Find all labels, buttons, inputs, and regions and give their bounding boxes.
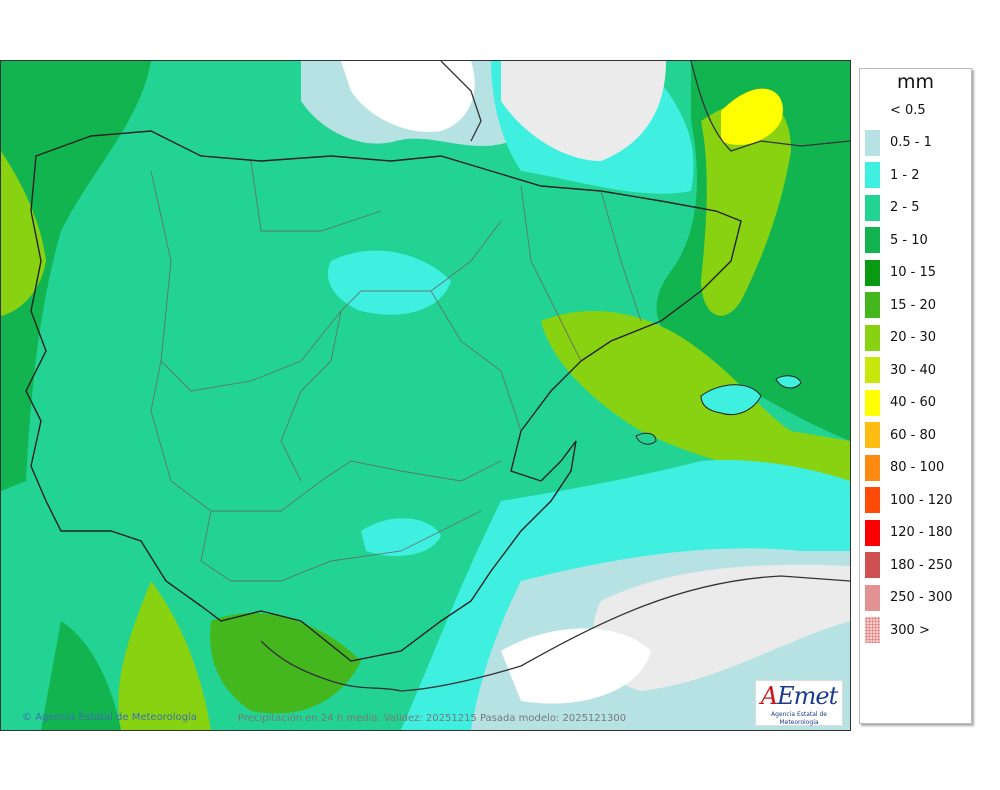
legend-label: 120 - 180 (890, 525, 953, 540)
legend-label: 300 > (890, 622, 930, 638)
legend-label: 10 - 15 (890, 265, 937, 280)
legend-swatch (865, 357, 880, 383)
legend-label: < 0.5 (890, 102, 926, 118)
legend-item: 0.5 - 1 (865, 129, 932, 156)
legend-item: 180 - 250 (865, 552, 953, 578)
legend-label: 100 - 120 (890, 492, 953, 508)
legend: mm < 0.5 0.5 - 1 1 - 2 2 - 5 5 - 10 10 - 15 15… (859, 68, 972, 724)
legend-label: 0.5 - 1 (890, 135, 932, 150)
legend-swatch (865, 487, 880, 513)
legend-swatch (865, 292, 880, 318)
galicia-heavy-band (1, 151, 46, 316)
legend-label: 2 - 5 (890, 200, 920, 215)
legend-item: 30 - 40 (865, 357, 936, 383)
legend-swatch (865, 389, 880, 416)
legend-swatch (865, 422, 880, 448)
legend-item: 10 - 15 (865, 259, 937, 286)
credit-text: Agencia Estatal de Meteorología (35, 712, 197, 723)
ibiza-island (635, 432, 657, 445)
legend-label: 40 - 60 (890, 395, 937, 410)
legend-swatch (865, 194, 880, 221)
legend-swatch (865, 519, 880, 546)
legend-item: 100 - 120 (865, 487, 953, 513)
legend-unit: mm (896, 71, 935, 93)
legend-swatch (865, 227, 880, 253)
alboran-dry-area (593, 564, 850, 691)
legend-item: 15 - 20 (865, 292, 936, 318)
agency-credit: © Agencia Estatal de Meteorología (22, 712, 197, 723)
legend-item: 5 - 10 (865, 227, 928, 253)
legend-item: 250 - 300 (865, 584, 953, 611)
legend-item: 40 - 60 (865, 389, 937, 416)
legend-label: 60 - 80 (890, 427, 937, 443)
legend-item: < 0.5 (865, 97, 926, 123)
legend-item: 300 > (865, 617, 930, 643)
legend-item: 120 - 180 (865, 519, 953, 546)
africa-coastline (260, 575, 850, 692)
legend-swatch (865, 552, 880, 578)
legend-swatch (865, 324, 880, 351)
legend-swatch (865, 162, 880, 188)
map-caption: Precipitación en 24 h media. Validez: 20… (238, 713, 627, 724)
menorca-island (775, 375, 802, 389)
legend-label: 15 - 20 (890, 297, 937, 313)
legend-label: 5 - 10 (890, 232, 928, 248)
legend-swatch (865, 454, 880, 481)
legend-label: 30 - 40 (890, 362, 937, 378)
legend-item: 20 - 30 (865, 324, 937, 351)
france-coastline (440, 61, 850, 152)
legend-label: 1 - 2 (890, 167, 920, 183)
legend-item: 1 - 2 (865, 162, 920, 188)
gulf-lion-dry-area (501, 61, 666, 161)
legend-label: 80 - 100 (890, 460, 945, 475)
legend-item: 2 - 5 (865, 194, 920, 221)
legend-swatch (865, 617, 880, 643)
legend-item: 80 - 100 (865, 454, 945, 481)
legend-label: 20 - 30 (890, 330, 937, 345)
gulf-of-lion-max (721, 88, 783, 145)
valencia-coast-band (541, 311, 850, 481)
mallorca-island (700, 384, 762, 416)
logo-mark: AEmet (760, 682, 838, 710)
southwest-band (118, 581, 211, 730)
legend-label: 250 - 300 (890, 590, 953, 605)
logo-subtitle: Agencia Estatal de Meteorología (770, 711, 827, 726)
legend-label: 180 - 250 (890, 557, 953, 573)
iberia-coastline (25, 130, 742, 662)
precipitation-map (0, 60, 851, 731)
legend-item: 60 - 80 (865, 422, 936, 448)
region-borders (150, 160, 642, 582)
legend-swatch (865, 259, 880, 286)
interior-light-patch (327, 250, 451, 315)
legend-swatch (865, 584, 880, 611)
legend-swatch (865, 97, 880, 123)
legend-swatch (865, 129, 880, 156)
biscay-dry-area (341, 61, 475, 132)
atlantic-band (1, 61, 151, 491)
aemet-logo: AEmet Agencia Estatal de Meteorología (755, 680, 843, 726)
